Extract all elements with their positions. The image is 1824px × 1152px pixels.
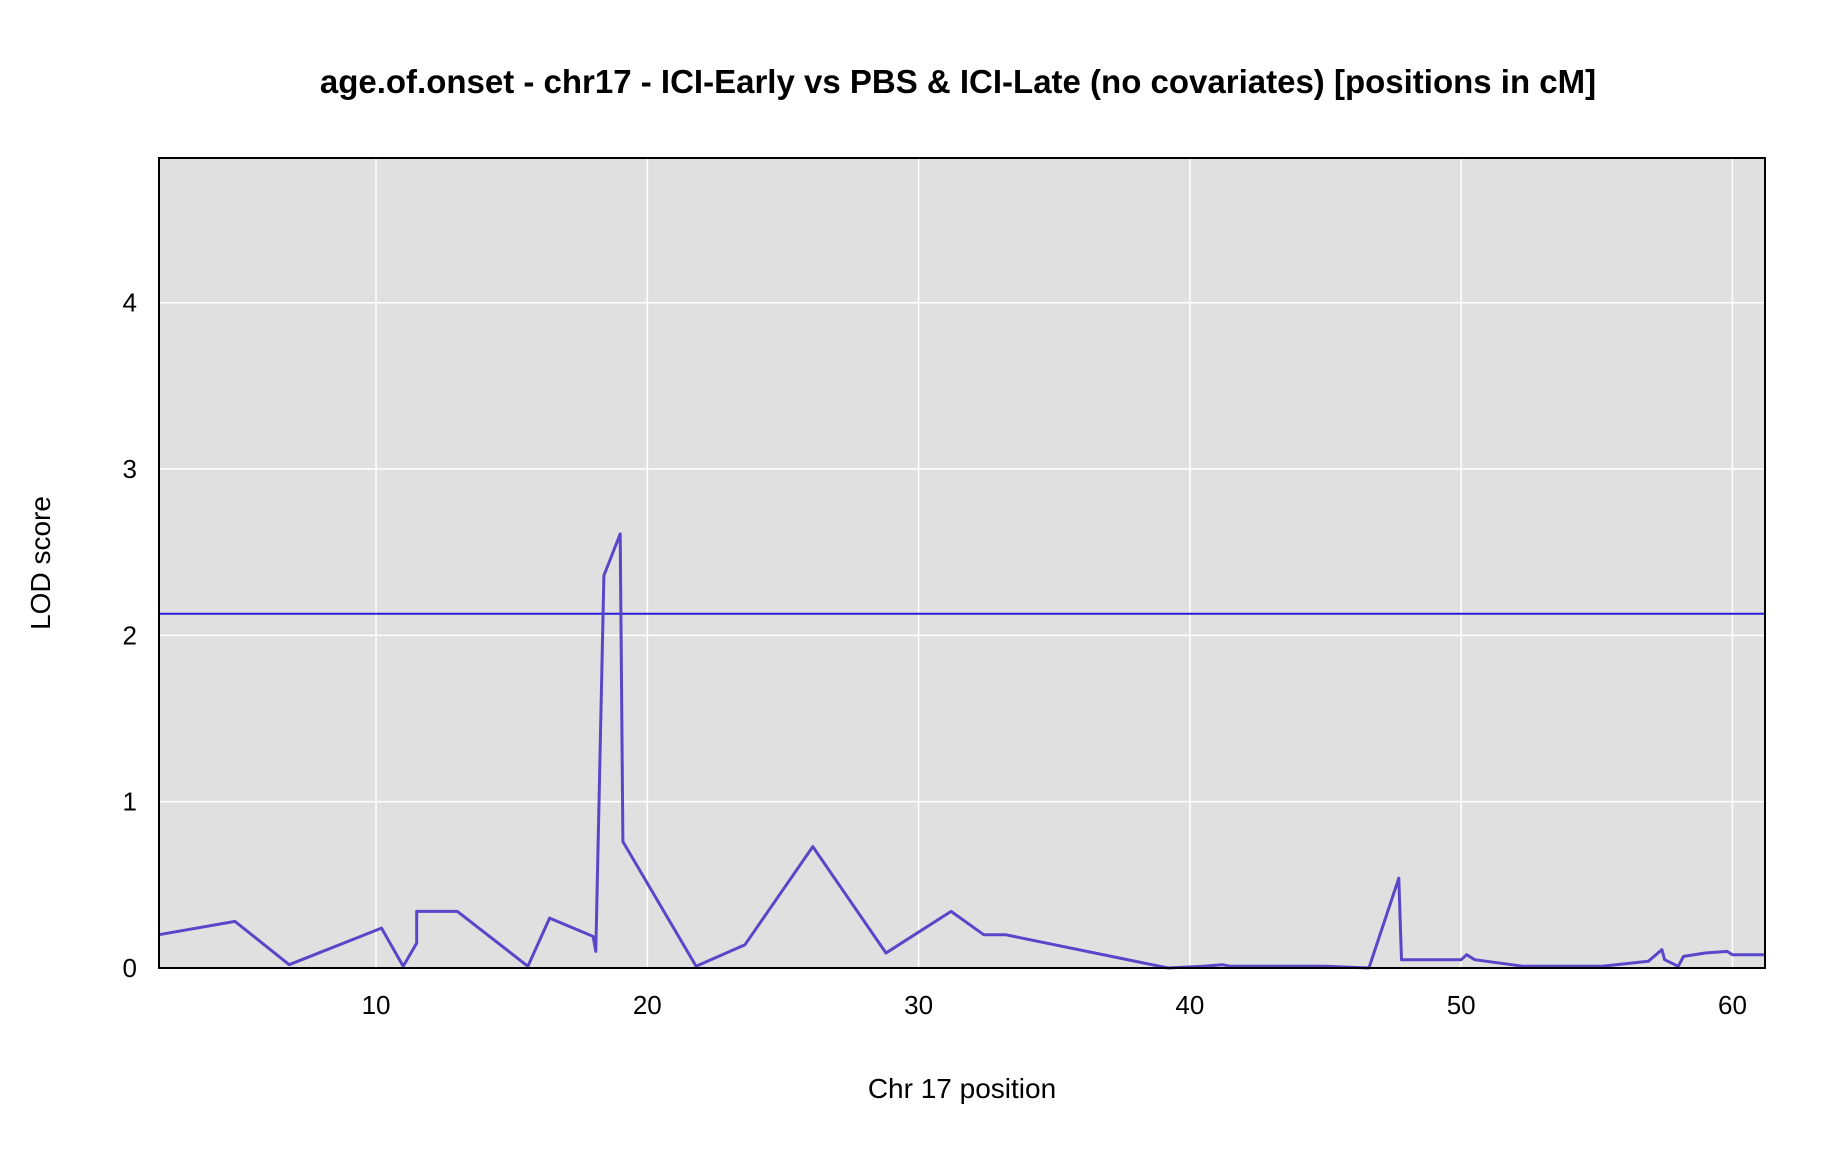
y-tick-label: 1 xyxy=(123,787,137,817)
x-axis-ticks: 10 20 30 40 50 60 xyxy=(362,990,1747,1020)
x-tick-label: 40 xyxy=(1175,990,1204,1020)
plot-panel xyxy=(159,158,1765,968)
x-tick-label: 60 xyxy=(1718,990,1747,1020)
x-tick-label: 10 xyxy=(362,990,391,1020)
y-tick-label: 3 xyxy=(123,454,137,484)
x-tick-label: 20 xyxy=(633,990,662,1020)
y-tick-label: 0 xyxy=(123,953,137,983)
x-tick-label: 50 xyxy=(1447,990,1476,1020)
plot-frame xyxy=(158,157,1766,969)
chart-title: age.of.onset - chr17 - ICI-Early vs PBS … xyxy=(320,63,1596,100)
x-tick-label: 30 xyxy=(904,990,933,1020)
y-axis-ticks: 0 1 2 3 4 xyxy=(123,288,137,983)
y-tick-label: 2 xyxy=(123,620,137,650)
y-axis-label: LOD score xyxy=(25,496,56,630)
y-tick-label: 4 xyxy=(123,288,137,318)
x-axis-label: Chr 17 position xyxy=(868,1073,1056,1104)
